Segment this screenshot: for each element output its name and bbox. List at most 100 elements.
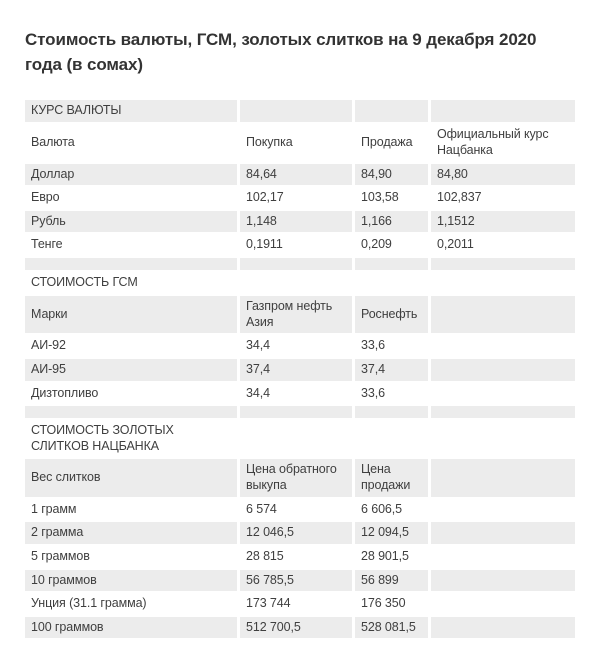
spacer-cell bbox=[240, 406, 352, 419]
cell bbox=[240, 420, 352, 457]
cell bbox=[431, 272, 575, 294]
cell: Валюта bbox=[31, 135, 75, 150]
cell: 56 785,5 bbox=[240, 569, 352, 592]
cell: Цена продажи bbox=[355, 459, 428, 497]
cell: 2 грамма bbox=[25, 522, 237, 544]
cell bbox=[431, 358, 575, 381]
cell: 6 574 bbox=[246, 501, 277, 516]
cell: 1,166 bbox=[355, 210, 428, 233]
cell: 102,17 bbox=[246, 190, 284, 205]
cell: Вес слитков bbox=[25, 459, 237, 497]
cell bbox=[431, 569, 575, 592]
cell: КУРС ВАЛЮТЫ bbox=[25, 100, 237, 123]
table-row: 2 грамма 12 046,5 12 094,5 bbox=[25, 522, 575, 544]
table-row: 10 граммов 56 785,5 56 899 bbox=[25, 569, 575, 592]
cell: 84,64 bbox=[240, 163, 352, 186]
cell: 0,2011 bbox=[437, 237, 474, 252]
cell: 173 744 bbox=[246, 596, 291, 611]
cell: 10 граммов bbox=[25, 569, 237, 592]
cell: 33,6 bbox=[361, 338, 385, 353]
cell: СТОИМОСТЬ ЗОЛОТЫХ СЛИТКОВ НАЦБАНКА bbox=[31, 423, 174, 453]
cell bbox=[355, 420, 428, 457]
spacer-cell bbox=[240, 258, 352, 271]
cell: 102,837 bbox=[437, 190, 482, 205]
section-title-row: КУРС ВАЛЮТЫ bbox=[25, 100, 575, 123]
cell bbox=[431, 616, 575, 639]
cell: 84,90 bbox=[355, 163, 428, 186]
cell bbox=[431, 459, 575, 497]
cell: СТОИМОСТЬ ГСМ bbox=[31, 275, 138, 290]
section-title-row: СТОИМОСТЬ ГСМ bbox=[25, 272, 575, 294]
cell: 1 грамм bbox=[31, 501, 77, 516]
cell: 56 899 bbox=[355, 569, 428, 592]
cell: Тенге bbox=[31, 237, 63, 252]
cell: Продажа bbox=[361, 135, 413, 150]
spacer-cell bbox=[25, 258, 237, 271]
spacer-cell bbox=[431, 406, 575, 419]
cell bbox=[355, 100, 428, 123]
table-row: 1 грамм 6 574 6 606,5 bbox=[25, 499, 575, 521]
cell: Рубль bbox=[25, 210, 237, 233]
table-row: Евро 102,17 103,58 102,837 bbox=[25, 187, 575, 209]
cell: Дизтопливо bbox=[31, 385, 99, 400]
table-row: Доллар 84,64 84,90 84,80 bbox=[25, 163, 575, 186]
cell bbox=[431, 383, 575, 405]
cell: 37,4 bbox=[355, 358, 428, 381]
cell: 1,1512 bbox=[431, 210, 575, 233]
cell: Марки bbox=[25, 296, 237, 334]
cell bbox=[431, 100, 575, 123]
cell: Покупка bbox=[246, 135, 293, 150]
cell: 28 901,5 bbox=[361, 548, 409, 563]
cell: Цена обратного выкупа bbox=[240, 459, 352, 497]
cell bbox=[431, 335, 575, 357]
cell: 176 350 bbox=[361, 596, 406, 611]
table-row: Тенге 0,1911 0,209 0,2011 bbox=[25, 234, 575, 256]
cell: 33,6 bbox=[361, 385, 385, 400]
column-header-row: Марки Газпром нефть Азия Роснефть bbox=[25, 296, 575, 334]
cell: 84,80 bbox=[431, 163, 575, 186]
column-header-row: Вес слитков Цена обратного выкупа Цена про… bbox=[25, 459, 575, 497]
cell: АИ-92 bbox=[31, 338, 66, 353]
cell: 103,58 bbox=[361, 190, 399, 205]
cell bbox=[431, 296, 575, 334]
spacer-cell bbox=[355, 406, 428, 419]
table-row: 5 граммов 28 815 28 901,5 bbox=[25, 546, 575, 568]
cell: Роснефть bbox=[355, 296, 428, 334]
cell: 28 815 bbox=[246, 548, 284, 563]
cell: Евро bbox=[31, 190, 60, 205]
cell: 100 граммов bbox=[25, 616, 237, 639]
cell bbox=[431, 420, 575, 457]
spacer-cell bbox=[431, 258, 575, 271]
cell: 34,4 bbox=[246, 385, 270, 400]
spacer-row bbox=[25, 406, 575, 419]
table-row: 100 граммов 512 700,5 528 081,5 bbox=[25, 616, 575, 639]
cell bbox=[240, 272, 352, 294]
cell bbox=[431, 522, 575, 544]
section-title-row: СТОИМОСТЬ ЗОЛОТЫХ СЛИТКОВ НАЦБАНКА bbox=[25, 420, 575, 457]
cell bbox=[431, 499, 575, 521]
cell: 37,4 bbox=[240, 358, 352, 381]
cell: 528 081,5 bbox=[355, 616, 428, 639]
cell: 34,4 bbox=[246, 338, 270, 353]
rates-table: КУРС ВАЛЮТЫ Валюта Покупка Продажа Официальн… bbox=[25, 100, 575, 639]
cell: Официальный курс Нацбанка bbox=[437, 127, 549, 157]
cell: Доллар bbox=[25, 163, 237, 186]
cell: 512 700,5 bbox=[240, 616, 352, 639]
cell: 5 граммов bbox=[31, 548, 90, 563]
cell: 0,209 bbox=[361, 237, 392, 252]
cell: 12 046,5 bbox=[240, 522, 352, 544]
cell bbox=[431, 546, 575, 568]
cell bbox=[431, 593, 575, 615]
spacer-row bbox=[25, 258, 575, 271]
spacer-cell bbox=[25, 406, 237, 419]
cell: АИ-95 bbox=[25, 358, 237, 381]
page-title: Стоимость валюты, ГСМ, золотых слитков н… bbox=[25, 30, 537, 74]
cell: 1,148 bbox=[240, 210, 352, 233]
cell: 6 606,5 bbox=[361, 501, 403, 516]
table-row: АИ-95 37,4 37,4 bbox=[25, 358, 575, 381]
cell: 12 094,5 bbox=[355, 522, 428, 544]
cell bbox=[355, 272, 428, 294]
cell: 0,1911 bbox=[246, 237, 283, 252]
table-row: Унция (31.1 грамма) 173 744 176 350 bbox=[25, 593, 575, 615]
